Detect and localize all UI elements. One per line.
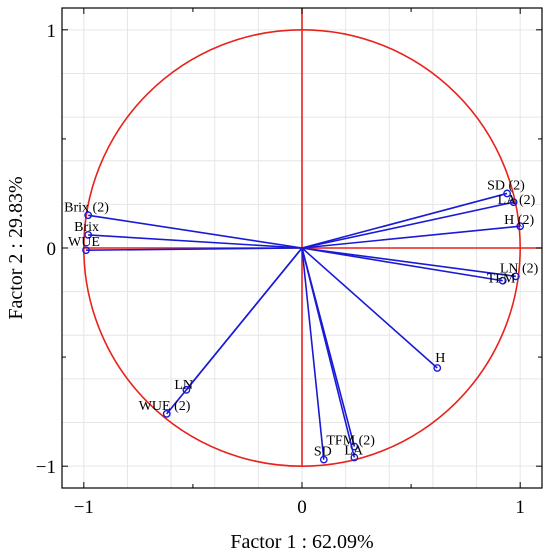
circle-layer — [83, 8, 542, 467]
point-h-2 — [516, 222, 525, 231]
vector-wue — [85, 247, 303, 251]
point-label-ln-2: LN (2) — [500, 261, 539, 276]
point-wue — [82, 246, 90, 255]
x-tick-label: 0 — [297, 497, 307, 518]
y-axis-title: Factor 2 : 29.83% — [5, 176, 27, 319]
vector-h-2 — [301, 225, 521, 249]
point-label-h: H — [435, 351, 445, 366]
point-label-brix: Brix — [74, 220, 99, 235]
point-tfm — [498, 276, 507, 285]
vector-layer — [82, 189, 525, 464]
vector-sd-2 — [301, 192, 508, 249]
point-label-ln: LN — [174, 378, 193, 393]
point-brix-2 — [84, 211, 93, 220]
vector-brix-2 — [88, 214, 303, 249]
point-label-brix-2: Brix (2) — [64, 200, 109, 215]
point-label-la-2: LA (2) — [498, 193, 536, 208]
y-tick-label: 1 — [47, 21, 57, 42]
x-tick-label: −1 — [74, 497, 94, 518]
y-tick-label: 0 — [47, 239, 57, 260]
point-ln-2 — [511, 272, 520, 281]
ticks-layer: −1 0 1 −1 0 1 — [36, 8, 542, 518]
y-tick-label: −1 — [36, 457, 56, 478]
point-sd-2 — [503, 189, 511, 198]
vector-sd — [301, 247, 325, 460]
x-axis-title: Factor 1 : 62.09% — [230, 531, 373, 553]
point-label-la: LA — [344, 443, 364, 458]
point-label-wue: WUE — [68, 235, 100, 250]
point-label-h-2: H (2) — [504, 213, 534, 228]
x-tick-label: 1 — [515, 497, 525, 518]
vector-ln-2 — [301, 247, 516, 278]
vector-la-2 — [301, 201, 514, 249]
vector-la — [301, 247, 356, 458]
point-h — [433, 364, 442, 372]
point-la — [350, 453, 359, 462]
vector-brix — [88, 234, 303, 249]
point-la-2 — [509, 198, 518, 207]
point-label-sd: SD — [314, 445, 332, 460]
point-brix — [84, 231, 93, 239]
point-label-tfm-2: TFM (2) — [326, 434, 375, 449]
point-label-wue-2: WUE (2) — [139, 399, 191, 414]
point-label-tfm: TFM — [487, 272, 516, 287]
vector-wue-2 — [166, 247, 303, 415]
vector-tfm — [301, 247, 503, 282]
vector-h — [301, 247, 438, 369]
point-sd — [319, 455, 328, 464]
point-wue-2 — [162, 409, 171, 418]
point-label-sd-2: SD (2) — [487, 178, 525, 193]
point-ln — [182, 385, 191, 394]
